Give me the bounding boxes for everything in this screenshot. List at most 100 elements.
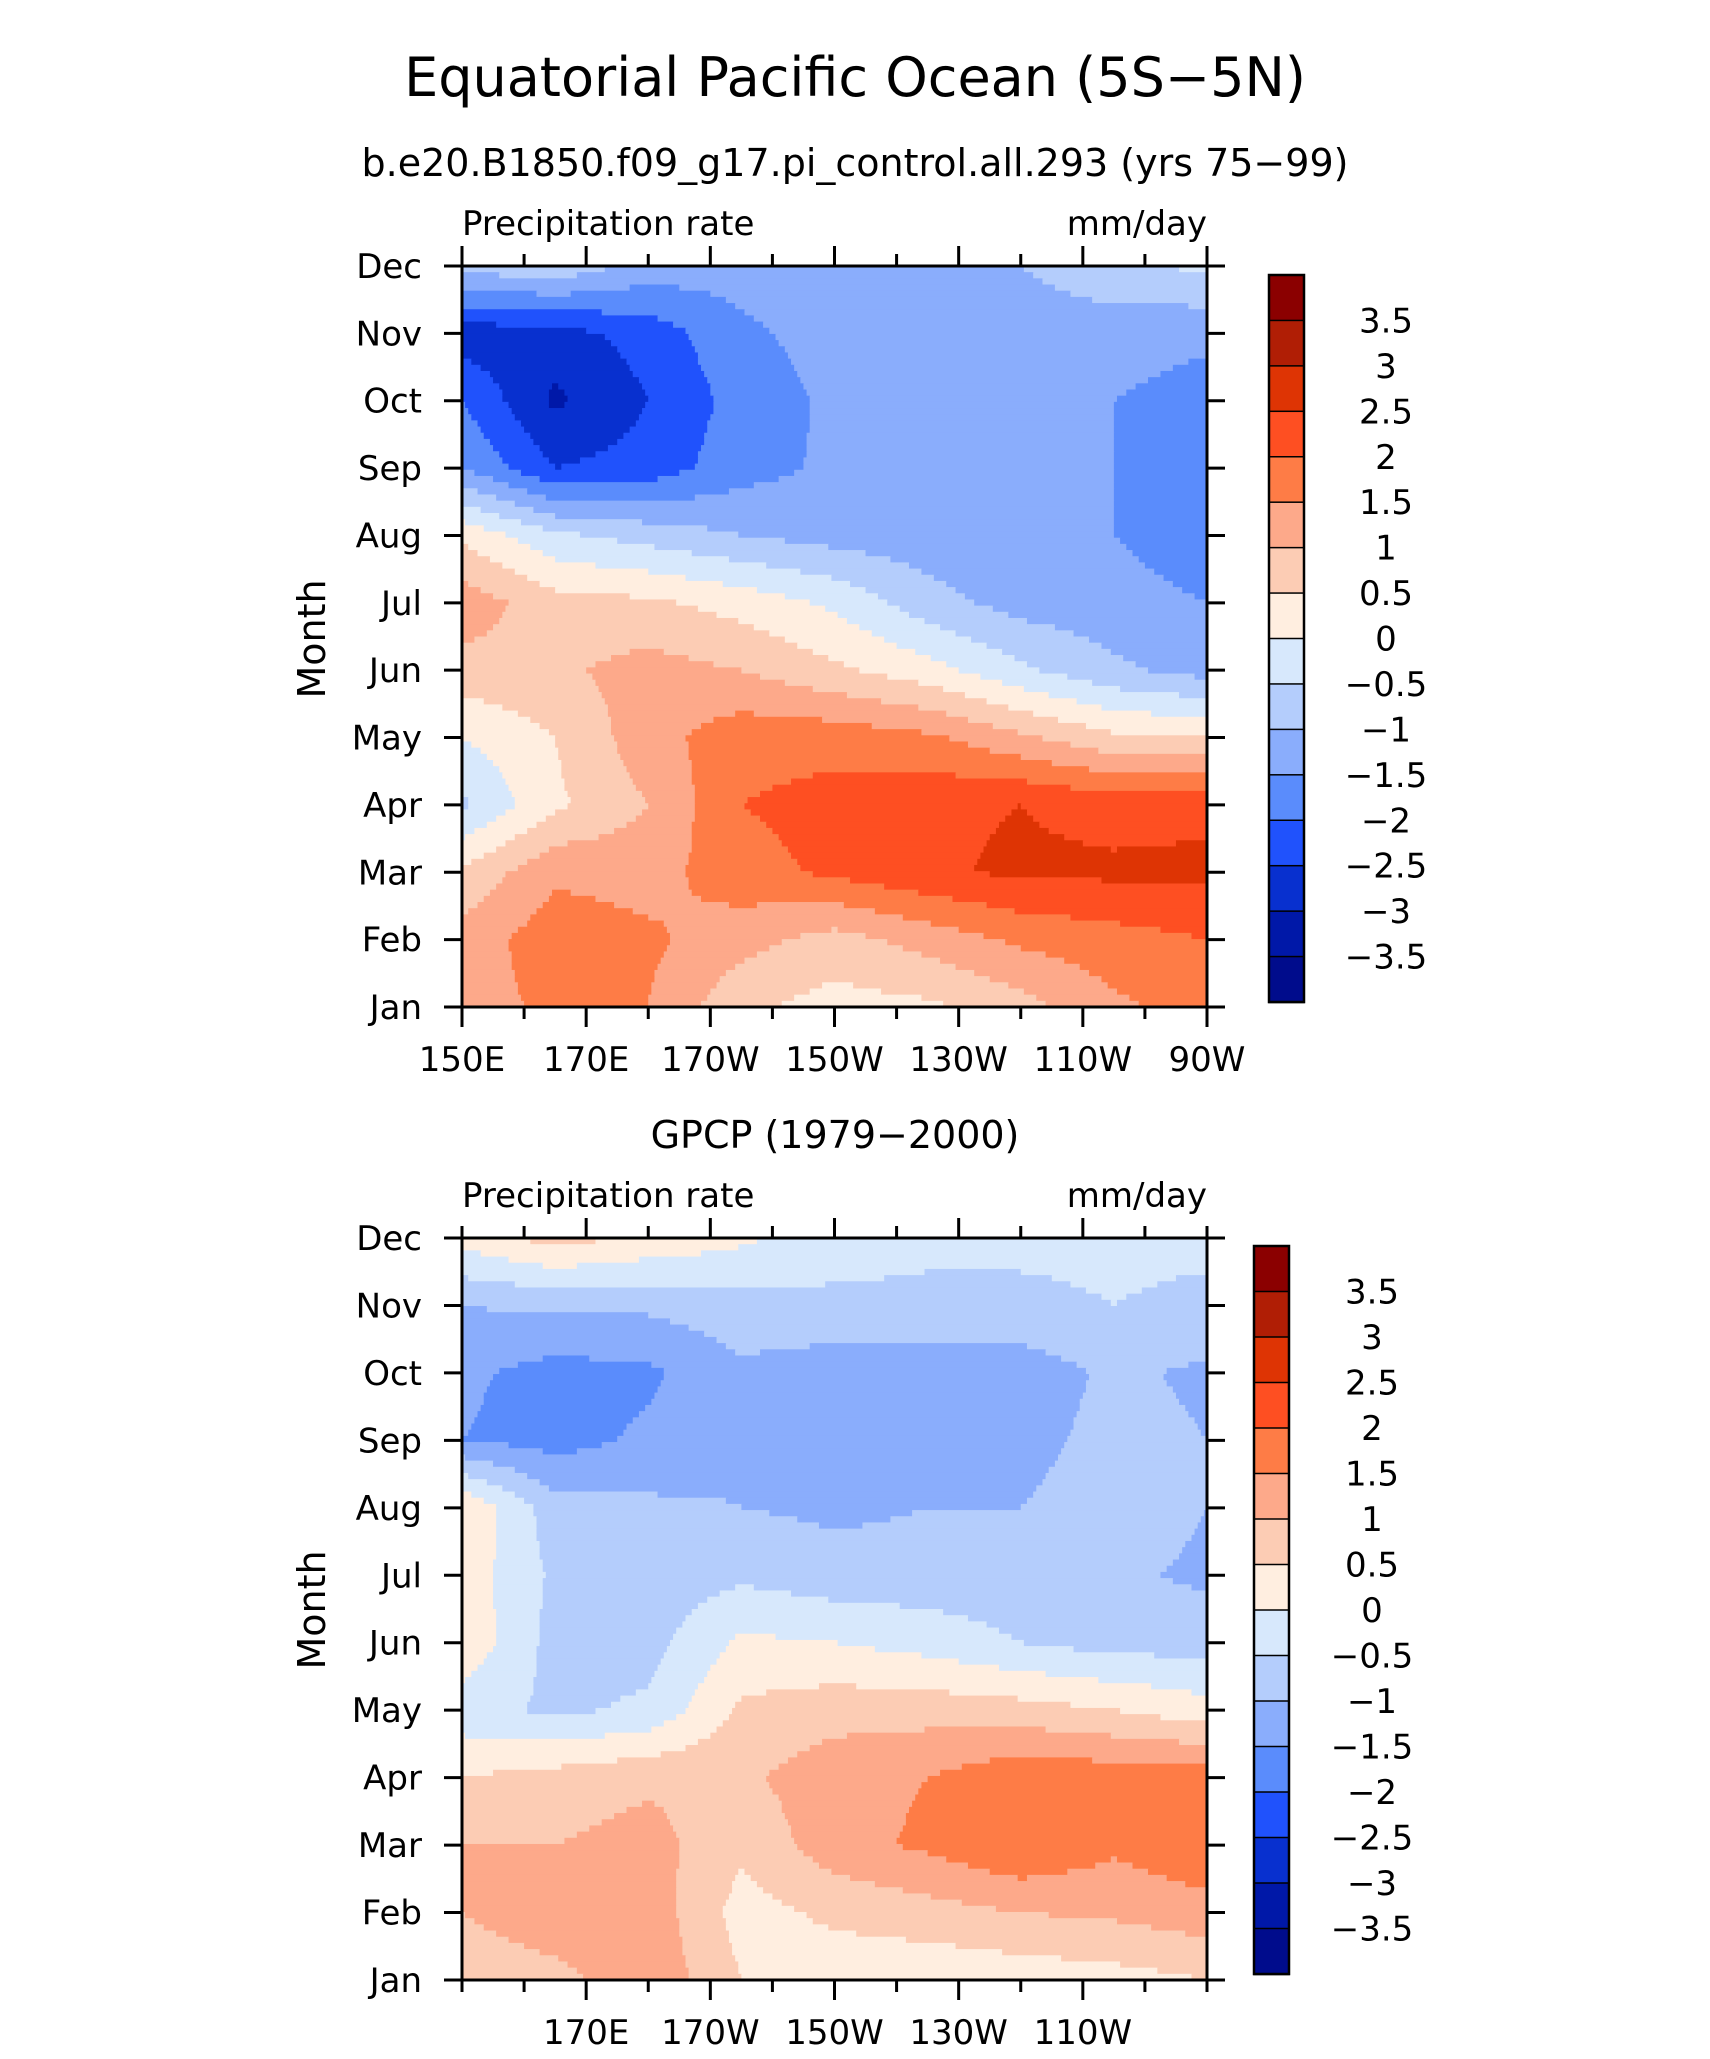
contour-cell xyxy=(496,1639,541,1647)
contour-cell xyxy=(505,778,566,786)
contour-cell xyxy=(958,667,1040,675)
contour-cell xyxy=(617,741,690,749)
contour-cell xyxy=(890,556,1140,563)
contour-cell xyxy=(502,562,597,570)
contour-cell xyxy=(735,1955,1062,1963)
contour-cell xyxy=(1163,574,1208,582)
contour-cell xyxy=(784,537,1121,545)
contour-cell xyxy=(918,679,1003,687)
contour-cell xyxy=(462,1918,476,1925)
contour-cell xyxy=(704,370,798,378)
contour-cell xyxy=(462,1374,494,1381)
contour-cell xyxy=(694,809,752,817)
contour-cell xyxy=(632,908,876,915)
contour-cell xyxy=(1110,1856,1118,1864)
contour-cell xyxy=(722,1911,808,1919)
contour-cell xyxy=(744,957,941,965)
contour-cell xyxy=(576,272,1034,279)
contour-cell xyxy=(682,1949,733,1956)
contour-cell xyxy=(1185,1404,1208,1412)
contour-cell xyxy=(545,1571,1162,1579)
contour-cell xyxy=(812,1856,947,1864)
contour-cell xyxy=(682,1942,733,1950)
contour-cell xyxy=(728,488,1115,496)
contour-cell xyxy=(989,1757,1093,1765)
contour-cell xyxy=(828,543,1127,551)
contour-cell xyxy=(483,1658,538,1666)
contour-cell xyxy=(1042,1479,1208,1486)
contour-cell xyxy=(508,1442,603,1449)
contour-cell xyxy=(533,1689,637,1697)
contour-cell xyxy=(1076,1411,1189,1418)
contour-cell xyxy=(462,1343,727,1350)
contour-cell xyxy=(558,383,643,391)
contour-cell xyxy=(462,488,479,496)
contour-cell xyxy=(1113,401,1208,409)
contour-cell xyxy=(877,593,966,601)
contour-cell xyxy=(489,889,553,897)
contour-cell xyxy=(595,661,715,668)
contour-cell xyxy=(856,1683,1152,1690)
contour-cell xyxy=(598,834,693,841)
colorbar-label: 2.5 xyxy=(1359,392,1413,432)
contour-cell xyxy=(1079,1398,1180,1406)
contour-cell xyxy=(462,377,494,384)
contour-cell xyxy=(986,642,1103,650)
contour-cell xyxy=(660,957,746,965)
contour-cell xyxy=(735,710,755,718)
contour-cell xyxy=(545,494,696,502)
contour-cell xyxy=(1085,1386,1174,1394)
x-tick-label: 170E xyxy=(543,1040,629,1080)
contour-cell xyxy=(462,290,538,298)
contour-cell xyxy=(843,661,947,668)
contour-cell xyxy=(809,426,1115,434)
contour-cell xyxy=(542,451,597,459)
contour-cell xyxy=(527,488,730,496)
contour-cell xyxy=(1070,290,1208,298)
contour-cell xyxy=(1089,969,1208,977)
contour-cell xyxy=(809,408,1115,415)
contour-cell xyxy=(462,797,469,804)
colorbar-swatch xyxy=(1253,1927,1290,1976)
contour-cell xyxy=(1113,494,1208,502)
contour-cell xyxy=(719,976,991,983)
contour-cell xyxy=(462,809,507,817)
contour-cell xyxy=(462,1355,544,1363)
contour-cell xyxy=(688,858,798,866)
contour-cell xyxy=(781,1800,913,1808)
contour-cell xyxy=(1089,1374,1165,1381)
contour-cell xyxy=(666,926,832,934)
contour-cell xyxy=(688,1701,736,1709)
contour-cell xyxy=(462,309,603,316)
contour-cell xyxy=(697,352,789,360)
contour-cell xyxy=(1070,1701,1208,1709)
contour-cell xyxy=(536,290,572,298)
contour-cell xyxy=(728,902,758,909)
contour-cell xyxy=(576,1448,1062,1456)
contour-cell xyxy=(604,333,690,341)
contour-cell xyxy=(542,1596,708,1604)
contour-cell xyxy=(732,1949,1003,1956)
contour-cell xyxy=(604,266,1025,273)
contour-cell xyxy=(809,414,1115,421)
contour-cell xyxy=(489,556,556,563)
contour-cell xyxy=(1120,1961,1208,1969)
contour-cell xyxy=(1188,358,1208,366)
contour-cell xyxy=(1017,1874,1028,1882)
contour-cell xyxy=(493,1460,1056,1468)
panel-2-plot xyxy=(462,1238,1208,1981)
contour-cell xyxy=(760,673,888,681)
panel-2-right-label: mm/day xyxy=(1067,1176,1207,1216)
contour-cell xyxy=(1188,1411,1208,1418)
panel-1-left-label: Precipitation rate xyxy=(462,204,754,244)
contour-cell xyxy=(629,593,786,601)
contour-cell xyxy=(732,1881,758,1888)
contour-cell xyxy=(462,994,522,1002)
contour-cell xyxy=(462,525,485,533)
contour-cell xyxy=(1110,846,1118,854)
contour-cell xyxy=(462,729,550,736)
contour-cell xyxy=(862,1522,1199,1530)
contour-cell xyxy=(462,537,519,545)
contour-cell xyxy=(493,475,541,483)
contour-cell xyxy=(719,1652,923,1660)
